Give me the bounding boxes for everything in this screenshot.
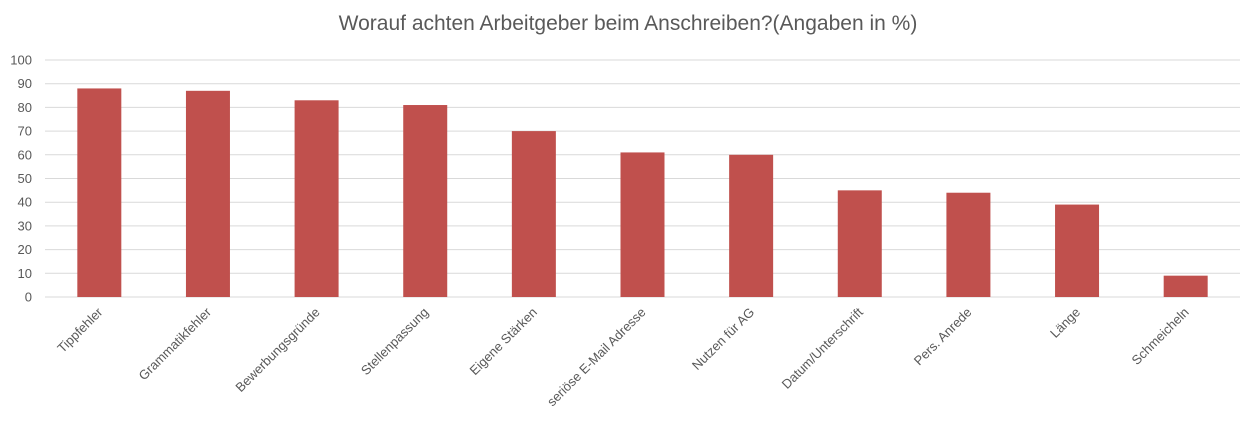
bar xyxy=(837,190,882,297)
chart-title: Worauf achten Arbeitgeber beim Anschreib… xyxy=(338,12,918,35)
y-tick-label: 40 xyxy=(18,195,32,210)
y-tick-label: 10 xyxy=(18,266,32,281)
bars xyxy=(77,88,1208,297)
bar xyxy=(1055,204,1100,297)
y-tick-label: 90 xyxy=(18,76,32,91)
y-tick-label: 60 xyxy=(18,147,32,162)
y-tick-label: 80 xyxy=(18,100,32,115)
x-category-label: Tippfehler xyxy=(54,304,106,356)
bar xyxy=(1163,275,1208,297)
bar xyxy=(403,105,448,297)
y-tick-label: 100 xyxy=(10,53,32,68)
category-labels: Tippfehler Grammatikfehler Bewerbungsgründ… xyxy=(54,304,1192,409)
y-tick-label: 50 xyxy=(18,171,32,186)
bar xyxy=(294,100,339,297)
y-tick-label: 70 xyxy=(18,124,32,139)
x-category-label: Nutzen für AG xyxy=(689,305,757,373)
x-category-label: Datum/Unterschrift xyxy=(779,304,867,392)
x-category-label: Bewerbungsgründe xyxy=(232,305,322,395)
x-category-label: Länge xyxy=(1047,305,1083,341)
x-category-label: Grammatikfehler xyxy=(136,304,215,383)
x-category-label: Stellenpassung xyxy=(358,305,431,378)
y-tick-label: 0 xyxy=(25,290,32,305)
bar xyxy=(729,154,774,297)
x-category-label: seriöse E-Mail Adresse xyxy=(544,305,649,410)
x-category-label: Schmeicheln xyxy=(1129,305,1192,368)
y-axis-ticks: 0 10 20 30 40 50 60 70 80 90 100 xyxy=(10,53,32,305)
bar xyxy=(620,152,665,297)
bar xyxy=(185,90,230,297)
x-category-label: Pers. Anrede xyxy=(911,305,975,369)
bar xyxy=(77,88,122,297)
y-tick-label: 30 xyxy=(18,218,32,233)
x-category-label: Eigene Stärken xyxy=(467,305,540,378)
y-tick-label: 20 xyxy=(18,242,32,257)
bar xyxy=(511,131,556,297)
bar xyxy=(946,192,991,297)
